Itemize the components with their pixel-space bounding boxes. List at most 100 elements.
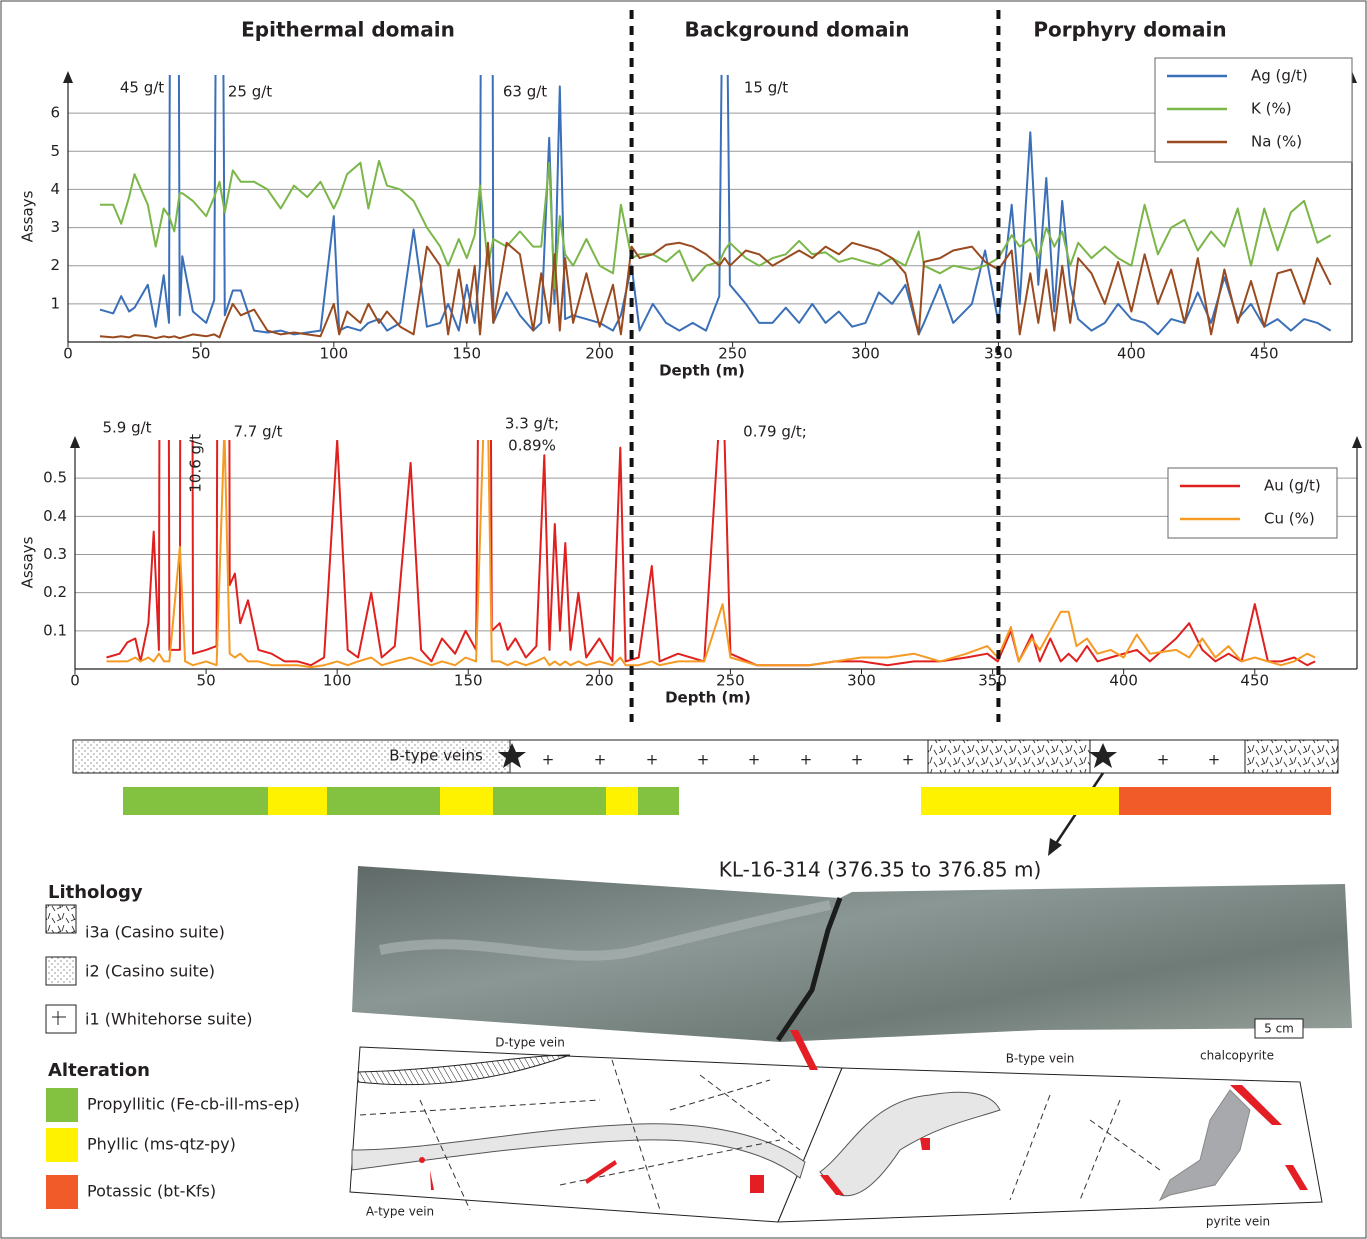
- annotation: 0.89%: [508, 437, 556, 455]
- alteration-item: Phyllic (ms-qtz-py): [87, 1135, 236, 1154]
- legend-label: K (%): [1251, 100, 1292, 118]
- annotation: 10.6 g/t: [187, 434, 205, 493]
- alteration-segment: [123, 787, 268, 815]
- x-tick-label: 400: [1117, 345, 1146, 363]
- x-tick-label: 300: [847, 672, 876, 690]
- alteration-bar: [123, 787, 1331, 815]
- x-tick-label: 200: [585, 672, 614, 690]
- alteration-segment: [638, 787, 679, 815]
- alteration-item: Propyllitic (Fe-cb-ill-ms-ep): [87, 1095, 300, 1114]
- x-tick-label: 50: [191, 345, 210, 363]
- alteration-legend: Propyllitic (Fe-cb-ill-ms-ep) Phyllic (ms…: [46, 1088, 300, 1209]
- annotation: 7.7 g/t: [233, 423, 282, 441]
- domain-label: Porphyry domain: [1033, 18, 1226, 42]
- y-tick-label: 0.3: [43, 545, 67, 563]
- x-tick-label: 250: [716, 672, 745, 690]
- core-label: D-type vein: [495, 1036, 565, 1050]
- b-type-veins-label: B-type veins: [389, 747, 483, 765]
- x-tick-label: 450: [1240, 672, 1269, 690]
- legend-label: Cu (%): [1264, 510, 1315, 528]
- lithology-item: i3a (Casino suite): [85, 923, 225, 942]
- lithology-item: i1 (Whitehorse suite): [85, 1010, 253, 1029]
- alteration-segment: [268, 787, 327, 815]
- annotation: 63 g/t: [503, 83, 547, 101]
- frame: [1, 1, 1366, 1238]
- x-tick-label: 450: [1250, 345, 1279, 363]
- alteration-swatch: [46, 1088, 78, 1122]
- annotation: 45 g/t: [120, 79, 164, 97]
- i1-swatch: [46, 1005, 76, 1033]
- svg-text:+: +: [542, 751, 555, 769]
- y-tick-label: 0.5: [43, 469, 67, 487]
- alteration-segment: [606, 787, 638, 815]
- svg-text:+: +: [902, 751, 915, 769]
- i3a-swatch: [46, 905, 76, 933]
- y-tick-label: 0.2: [43, 583, 67, 601]
- y-tick-label: 3: [50, 218, 60, 236]
- x-tick-label: 0: [63, 345, 73, 363]
- core-title: KL-16-314 (376.35 to 376.85 m): [719, 858, 1042, 882]
- core-label: A-type vein: [366, 1205, 434, 1219]
- lithology-title: Lithology: [48, 882, 143, 903]
- alteration-segment: [327, 787, 440, 815]
- lithology-item: i2 (Casino suite): [85, 962, 215, 981]
- svg-text:+: +: [594, 751, 607, 769]
- y-tick-label: 1: [50, 294, 60, 312]
- svg-text:+: +: [697, 751, 710, 769]
- y-tick-label: 5: [50, 142, 60, 160]
- scale-bar-label: 5 cm: [1264, 1022, 1294, 1036]
- y-tick-label: 0.4: [43, 507, 67, 525]
- axis-arrow: [63, 71, 73, 83]
- x-tick-label: 300: [851, 345, 880, 363]
- alteration-segment: [493, 787, 606, 815]
- annotation: 5.9 g/t: [102, 419, 151, 437]
- x-tick-label: 350: [978, 672, 1007, 690]
- i2-swatch: [46, 957, 76, 985]
- axis-arrow: [70, 436, 80, 448]
- x-tick-label: 400: [1109, 672, 1138, 690]
- y-axis-label: Assays: [19, 190, 37, 242]
- core-sketch: [350, 1030, 1322, 1222]
- series-line: [107, 329, 1316, 667]
- x-tick-label: 250: [718, 345, 747, 363]
- alteration-segment: [921, 787, 1119, 815]
- svg-text:+: +: [1208, 751, 1221, 769]
- annotation: 25 g/t: [228, 83, 272, 101]
- x-tick-label: 200: [585, 345, 614, 363]
- alteration-segment: [440, 787, 493, 815]
- series-line: [100, 0, 1331, 334]
- annotation: 15 g/t: [744, 79, 788, 97]
- x-tick-label: 150: [452, 345, 481, 363]
- series-line: [100, 161, 1331, 289]
- core-label: pyrite vein: [1206, 1215, 1270, 1229]
- y-tick-label: 0.1: [43, 621, 67, 639]
- legend-label: Au (g/t): [1264, 477, 1321, 495]
- y-tick-label: 6: [50, 104, 60, 122]
- alteration-swatch: [46, 1175, 78, 1209]
- x-axis-label: Depth (m): [659, 362, 745, 380]
- alteration-item: Potassic (bt-Kfs): [87, 1182, 216, 1201]
- y-tick-label: 2: [50, 256, 60, 274]
- x-tick-label: 150: [454, 672, 483, 690]
- annotation: 0.79 g/t;: [743, 423, 807, 441]
- svg-text:+: +: [851, 751, 864, 769]
- x-tick-label: 0: [70, 672, 80, 690]
- alteration-segment: [1119, 787, 1331, 815]
- core-label: chalcopyrite: [1200, 1049, 1274, 1063]
- annotation: 3.3 g/t;: [505, 415, 559, 433]
- x-axis-label: Depth (m): [665, 689, 751, 707]
- svg-text:+: +: [646, 751, 659, 769]
- core-label: B-type vein: [1006, 1052, 1075, 1066]
- core-photo: [352, 866, 1352, 1042]
- alteration-title: Alteration: [48, 1060, 150, 1081]
- y-tick-label: 4: [50, 180, 60, 198]
- svg-text:+: +: [748, 751, 761, 769]
- legend-label: Ag (g/t): [1251, 67, 1308, 85]
- alteration-swatch: [46, 1128, 78, 1162]
- axis-arrow: [1352, 436, 1362, 448]
- x-tick-label: 50: [197, 672, 216, 690]
- y-axis-label: Assays: [19, 536, 37, 588]
- figure: ++ ++ ++ ++ ++ B-type veins Lithology i3…: [0, 0, 1367, 1239]
- x-tick-label: 100: [323, 672, 352, 690]
- svg-text:+: +: [800, 751, 813, 769]
